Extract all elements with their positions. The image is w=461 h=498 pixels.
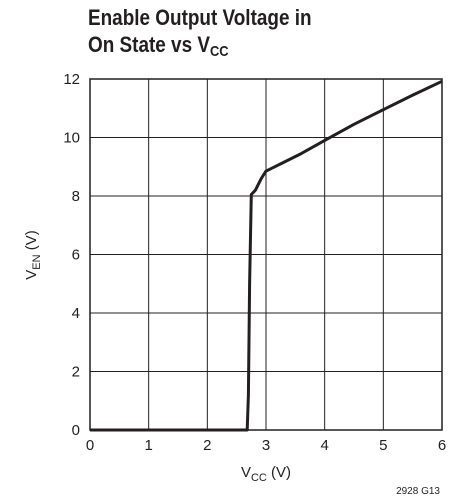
x-tick-label: 2 bbox=[203, 437, 211, 454]
x-tick-label: 6 bbox=[438, 437, 446, 454]
plot-frame bbox=[89, 78, 443, 431]
title-line-2: On State vs VCC bbox=[88, 31, 312, 65]
y-tick-label: 10 bbox=[63, 130, 80, 147]
grid bbox=[89, 78, 443, 431]
x-tick-labels: 0 1 2 3 4 5 6 bbox=[86, 437, 446, 454]
x-tick-label: 3 bbox=[262, 437, 270, 454]
x-tick-label: 5 bbox=[379, 437, 387, 454]
x-tick-label: 1 bbox=[144, 437, 152, 454]
y-tick-label: 8 bbox=[72, 188, 80, 205]
y-tick-label: 2 bbox=[72, 364, 80, 381]
title-line-2-text: On State vs V bbox=[88, 32, 210, 57]
title-line-1: Enable Output Voltage in bbox=[88, 5, 312, 30]
chart-title: Enable Output Voltage in On State vs VCC bbox=[88, 4, 312, 65]
y-tick-label: 6 bbox=[72, 247, 80, 264]
x-axis-label: VCC (V) bbox=[241, 464, 291, 484]
y-axis-label: VEN (V) bbox=[23, 230, 43, 279]
series-line bbox=[90, 79, 443, 432]
y-tick-label: 12 bbox=[63, 71, 80, 88]
x-tick-label: 4 bbox=[320, 437, 328, 454]
x-tick-label: 0 bbox=[86, 437, 94, 454]
figure-code: 2928 G13 bbox=[396, 486, 440, 497]
y-tick-label: 4 bbox=[72, 305, 80, 322]
title-line-2-subscript: CC bbox=[209, 43, 229, 60]
y-tick-label: 0 bbox=[72, 422, 80, 439]
y-tick-labels: 0 2 4 6 8 10 12 bbox=[63, 71, 80, 439]
